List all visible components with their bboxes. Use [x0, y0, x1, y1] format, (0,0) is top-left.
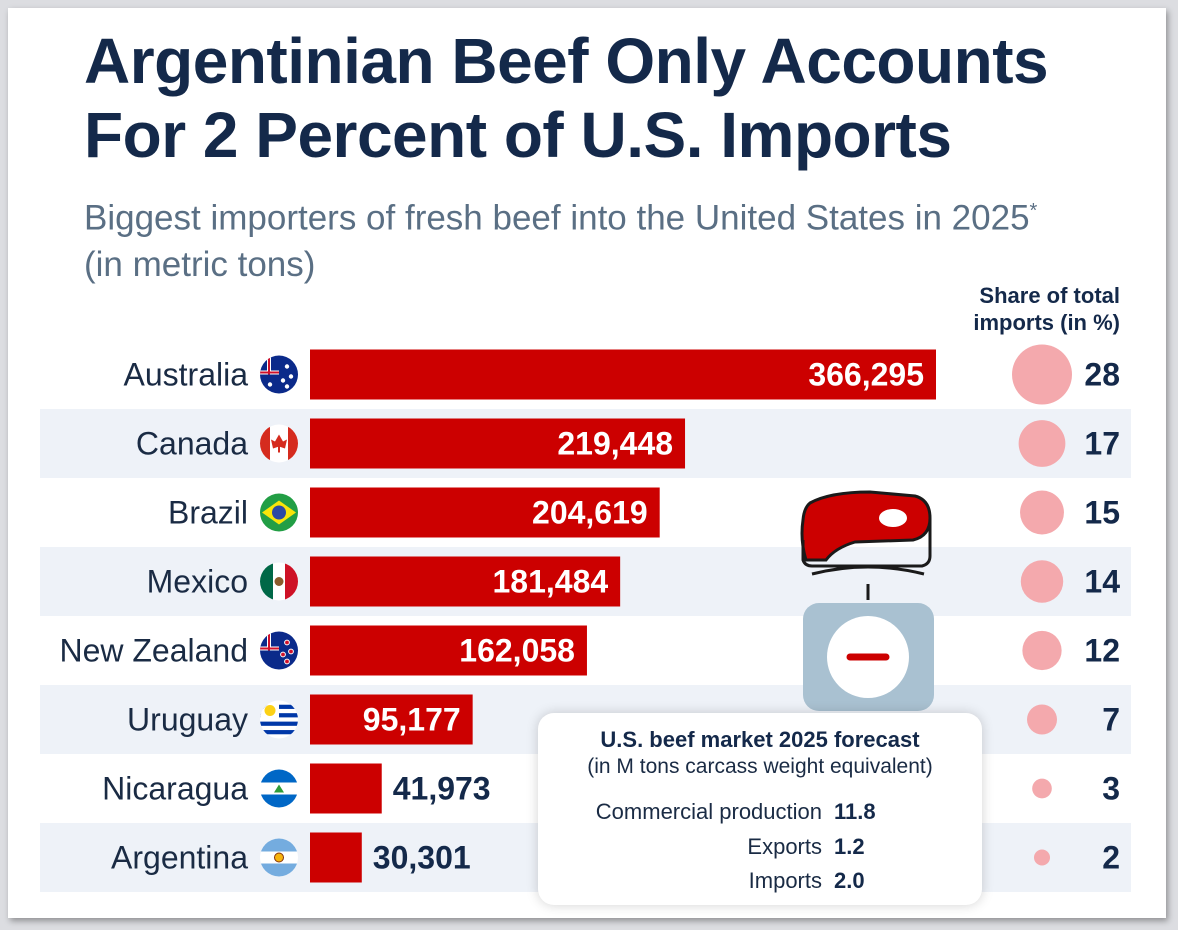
bar [310, 349, 936, 400]
share-bubble [1018, 420, 1066, 467]
subtitle-main: Biggest importers of fresh beef into the… [84, 198, 1030, 238]
bar [310, 418, 686, 469]
bar-row: Nicaragua 41,973 3 [102, 763, 1120, 814]
share-label: 12 [1084, 633, 1120, 669]
share-bubble [1020, 490, 1064, 535]
bar-value-label: 95,177 [363, 702, 461, 738]
bar [310, 625, 587, 676]
steak-on-scale-icon [800, 490, 934, 711]
flag-argentina-icon [260, 838, 298, 877]
bar-value-label: 219,448 [557, 426, 673, 462]
bar [310, 832, 362, 883]
bar-row: Brazil 204,619 15 [168, 487, 1120, 538]
bar-row: Australia 366,295 28 [124, 344, 1120, 405]
share-bubble [1027, 704, 1057, 735]
share-column-header: Share of total imports (in %) [973, 283, 1120, 335]
flag-brazil-icon [260, 493, 298, 532]
bar [310, 487, 660, 538]
bar [310, 763, 382, 814]
category-label: Argentina [111, 840, 248, 876]
bar-value-label: 204,619 [532, 495, 648, 531]
bar-row: New Zealand 162,058 12 [59, 625, 1120, 676]
category-label: New Zealand [59, 633, 248, 669]
bar-row: Canada 219,448 17 [136, 418, 1120, 469]
chart-subtitle: Biggest importers of fresh beef into the… [84, 188, 1084, 288]
forecast-box: U.S. beef market 2025 forecast (in M ton… [538, 713, 982, 905]
bar [310, 556, 621, 607]
share-label: 2 [1102, 840, 1120, 876]
share-bubble [1020, 560, 1064, 603]
forecast-row-value: 11.8 [834, 799, 876, 824]
bar-value-label: 366,295 [808, 357, 924, 393]
share-label: 7 [1102, 702, 1120, 738]
flag-uruguay-icon [260, 700, 298, 739]
subtitle-footnote-mark: * [1029, 200, 1038, 222]
flag-new-zealand-icon [260, 631, 298, 670]
forecast-row-label: Commercial production [595, 799, 822, 824]
flag-mexico-icon [260, 562, 298, 601]
bar-value-label: 162,058 [459, 633, 575, 669]
share-bubble [1012, 344, 1072, 405]
category-label: Australia [124, 357, 249, 393]
forecast-row-label: Imports [748, 868, 822, 893]
flag-nicaragua-icon [260, 769, 298, 808]
chart-title: Argentinian Beef Only Accounts For 2 Per… [84, 25, 1049, 171]
flag-australia-icon [260, 355, 298, 394]
category-label: Brazil [168, 495, 248, 531]
bar-row: Argentina 30,301 2 [111, 832, 1120, 883]
share-label: 28 [1084, 357, 1120, 393]
forecast-title: U.S. beef market 2025 forecast [600, 727, 920, 752]
subtitle-unit: (in metric tons) [84, 244, 316, 284]
bar [310, 694, 473, 745]
share-label: 14 [1084, 564, 1120, 600]
bar-value-label: 41,973 [393, 771, 491, 807]
bar-row: Uruguay 95,177 7 [127, 694, 1120, 745]
bar-value-label: 30,301 [373, 840, 471, 876]
category-label: Canada [136, 426, 248, 462]
forecast-row-label: Exports [747, 834, 822, 859]
forecast-row-value: 2.0 [834, 868, 865, 893]
flag-canada-icon [260, 424, 298, 463]
bar-row: Mexico 181,484 14 [147, 556, 1120, 607]
share-label: 17 [1084, 426, 1120, 462]
forecast-subtitle: (in M tons carcass weight equivalent) [587, 755, 933, 778]
share-bubble [1033, 849, 1051, 866]
forecast-row-value: 1.2 [834, 834, 865, 859]
category-label: Uruguay [127, 702, 248, 738]
share-label: 15 [1084, 495, 1120, 531]
category-label: Mexico [147, 564, 248, 600]
share-label: 3 [1102, 771, 1120, 807]
category-label: Nicaragua [102, 771, 248, 807]
bar-value-label: 181,484 [492, 564, 608, 600]
share-bubble [1032, 778, 1052, 799]
share-bubble [1022, 630, 1062, 671]
